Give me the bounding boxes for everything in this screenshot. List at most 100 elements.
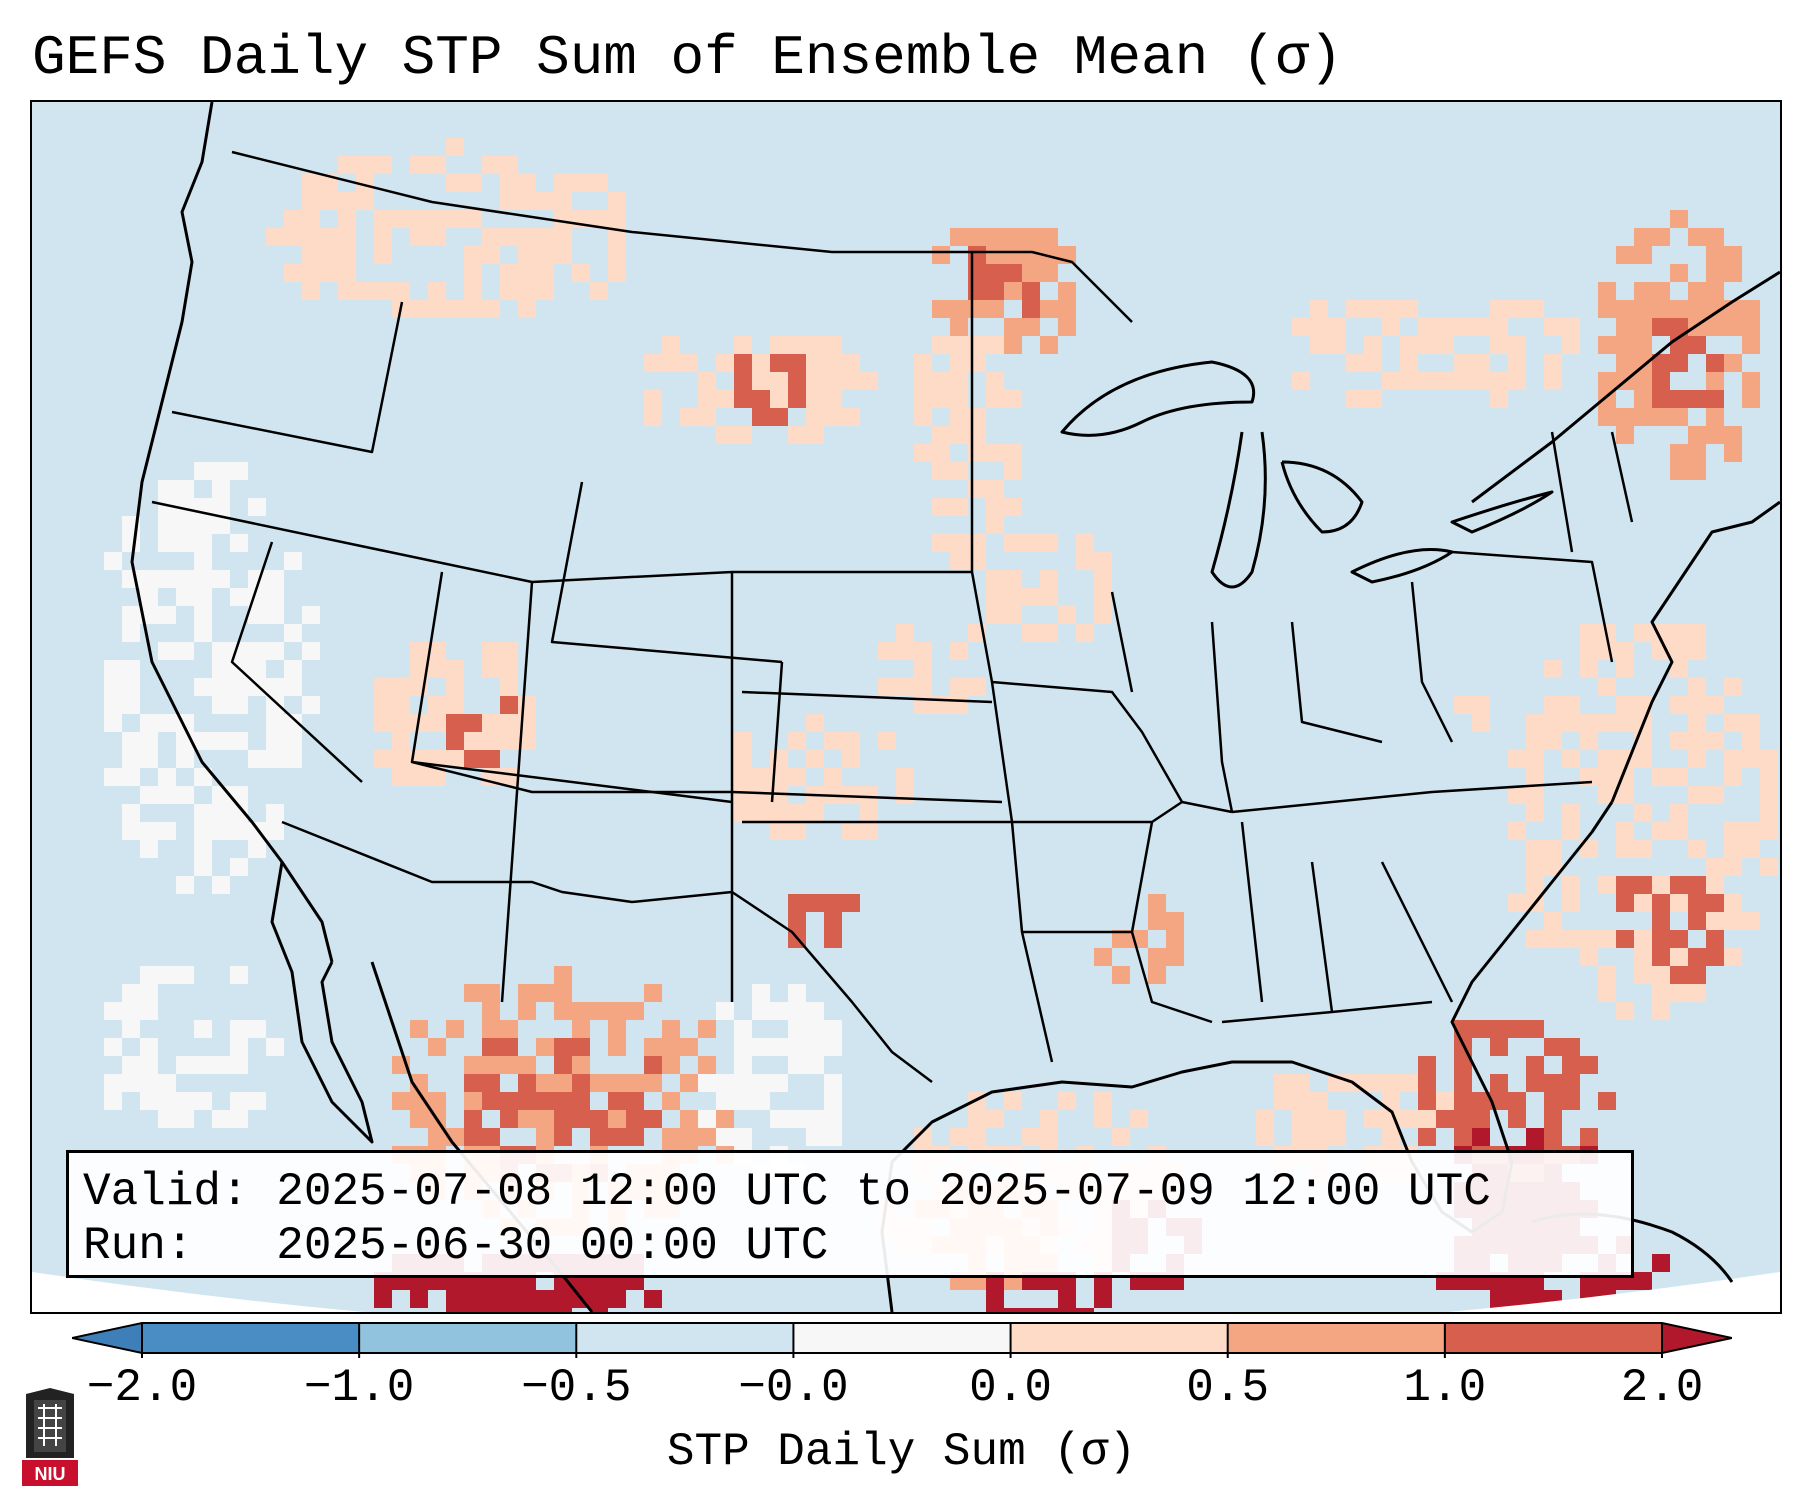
grid-cell: [1742, 840, 1760, 858]
grid-cell: [1418, 372, 1436, 390]
grid-cell: [1364, 336, 1382, 354]
grid-cell: [140, 1092, 158, 1110]
grid-cell: [770, 1002, 788, 1020]
grid-cell: [554, 1002, 572, 1020]
grid-cell: [1022, 624, 1040, 642]
grid-cell: [122, 1074, 140, 1092]
grid-cell: [806, 1110, 824, 1128]
grid-cell: [1544, 318, 1562, 336]
grid-cell: [1292, 318, 1310, 336]
grid-cell: [608, 1002, 626, 1020]
grid-cell: [1058, 318, 1076, 336]
grid-cell: [968, 534, 986, 552]
grid-cell: [1454, 1074, 1472, 1092]
grid-cell: [734, 1056, 752, 1074]
grid-cell: [1418, 1092, 1436, 1110]
grid-cell: [1526, 840, 1544, 858]
colorbar-segment: [576, 1323, 794, 1353]
grid-cell: [1598, 1092, 1616, 1110]
grid-cell: [590, 174, 608, 192]
grid-cell: [1742, 336, 1760, 354]
grid-cell: [1562, 1092, 1580, 1110]
grid-cell: [1598, 282, 1616, 300]
map-panel: [30, 100, 1782, 1314]
valid-run-info-box: Valid: 2025-07-08 12:00 UTC to 2025-07-0…: [66, 1150, 1634, 1278]
grid-cell: [824, 1020, 842, 1038]
grid-cell: [428, 1128, 446, 1146]
grid-cell: [824, 408, 842, 426]
grid-cell: [1706, 930, 1724, 948]
grid-cell: [1724, 426, 1742, 444]
grid-cell: [1670, 660, 1688, 678]
grid-cell: [1742, 372, 1760, 390]
grid-cell: [230, 786, 248, 804]
grid-cell: [788, 372, 806, 390]
grid-cell: [194, 624, 212, 642]
grid-cell: [1724, 714, 1742, 732]
grid-cell: [374, 246, 392, 264]
grid-cell: [356, 156, 374, 174]
grid-cell: [1634, 624, 1652, 642]
grid-cell: [158, 714, 176, 732]
grid-cell: [1580, 948, 1598, 966]
grid-cell: [176, 1092, 194, 1110]
grid-cell: [194, 732, 212, 750]
grid-cell: [716, 1128, 734, 1146]
grid-cell: [1634, 408, 1652, 426]
grid-cell: [302, 228, 320, 246]
grid-cell: [1706, 948, 1724, 966]
grid-cell: [1562, 894, 1580, 912]
grid-cell: [788, 822, 806, 840]
grid-cell: [1022, 588, 1040, 606]
grid-cell: [266, 228, 284, 246]
grid-cell: [392, 678, 410, 696]
grid-cell: [230, 678, 248, 696]
grid-cell: [752, 1038, 770, 1056]
grid-cell: [644, 354, 662, 372]
grid-cell: [518, 732, 536, 750]
grid-cell: [554, 192, 572, 210]
grid-cell: [446, 1308, 464, 1312]
grid-cell: [1094, 552, 1112, 570]
grid-cell: [896, 768, 914, 786]
colorbar-tick-label: −2.0: [86, 1362, 198, 1414]
grid-cell: [1310, 318, 1328, 336]
grid-cell: [1544, 1038, 1562, 1056]
grid-cell: [410, 1092, 428, 1110]
grid-cell: [230, 1092, 248, 1110]
grid-cell: [1472, 372, 1490, 390]
grid-cell: [1670, 804, 1688, 822]
grid-cell: [1634, 1272, 1652, 1290]
grid-cell: [1724, 858, 1742, 876]
grid-cell: [986, 246, 1004, 264]
grid-cell: [788, 390, 806, 408]
grid-cell: [950, 1128, 968, 1146]
grid-cell: [1688, 696, 1706, 714]
grid-cell: [950, 228, 968, 246]
grid-cell: [1670, 876, 1688, 894]
grid-cell: [1472, 354, 1490, 372]
grid-cell: [1274, 1092, 1292, 1110]
colorbar-tick-label: 0.5: [1186, 1362, 1270, 1414]
grid-cell: [1652, 354, 1670, 372]
grid-cell: [1580, 1128, 1598, 1146]
grid-cell: [770, 1038, 788, 1056]
grid-cell: [446, 174, 464, 192]
grid-cell: [1166, 948, 1184, 966]
grid-cell: [176, 642, 194, 660]
grid-cell: [824, 1074, 842, 1092]
grid-cell: [1688, 300, 1706, 318]
grid-cell: [1688, 678, 1706, 696]
grid-cell: [1148, 894, 1166, 912]
grid-cell: [266, 678, 284, 696]
grid-cell: [1490, 372, 1508, 390]
grid-cell: [734, 750, 752, 768]
grid-cell: [626, 1092, 644, 1110]
grid-cell: [1760, 768, 1778, 786]
grid-cell: [1508, 786, 1526, 804]
grid-cell: [230, 804, 248, 822]
grid-cell: [1526, 1128, 1544, 1146]
grid-cell: [1724, 822, 1742, 840]
grid-cell: [428, 642, 446, 660]
grid-cell: [176, 588, 194, 606]
